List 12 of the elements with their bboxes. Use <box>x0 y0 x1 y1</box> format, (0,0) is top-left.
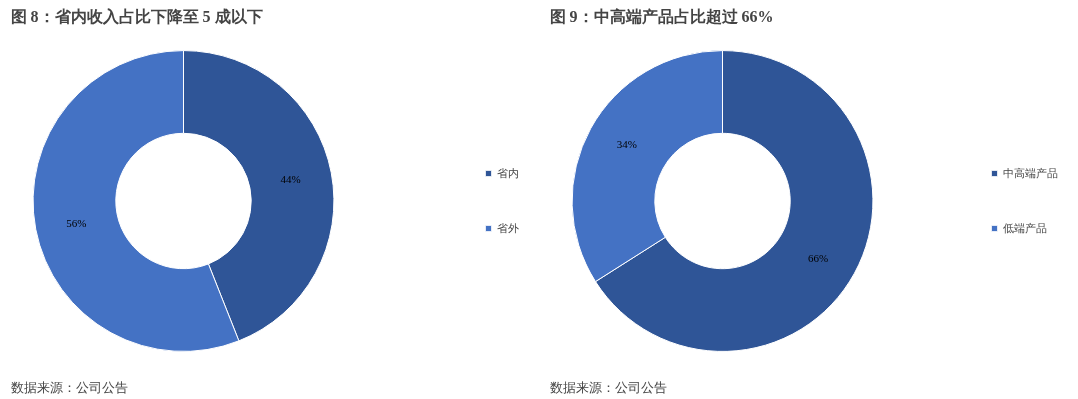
chart-title: 图 8：省内收入占比下降至 5 成以下 <box>10 7 263 25</box>
chart-title: 图 9：中高端产品占比超过 66% <box>549 6 774 25</box>
source-note: 数据来源：公司公告 <box>10 379 128 395</box>
data-label: 56% <box>66 217 87 230</box>
legend-label: 省外 <box>497 220 519 236</box>
data-label: 34% <box>616 137 638 150</box>
source-note: 数据来源：公司公告 <box>549 379 667 395</box>
legend-label: 省内 <box>497 165 519 181</box>
legend-label: 低端产品 <box>1003 220 1047 236</box>
legend-label: 中高端产品 <box>1003 165 1058 181</box>
data-label: 44% <box>280 172 301 185</box>
data-label: 66% <box>807 252 829 265</box>
